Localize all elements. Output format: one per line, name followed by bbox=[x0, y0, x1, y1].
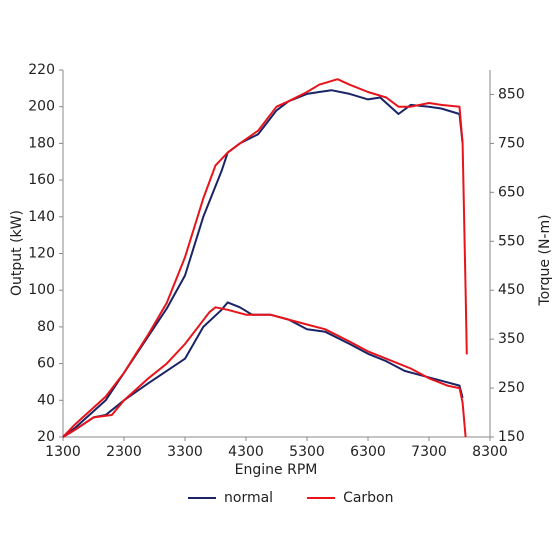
y-tick-label: 200 bbox=[28, 99, 55, 115]
x-tick-label: 3300 bbox=[167, 444, 203, 460]
series-line bbox=[62, 306, 467, 438]
y2-tick-label: 550 bbox=[498, 233, 525, 249]
y2-tick-label: 150 bbox=[498, 429, 525, 445]
series-line bbox=[62, 78, 468, 438]
y2-tick-label: 850 bbox=[498, 86, 525, 102]
x-tick-label: 4300 bbox=[228, 444, 264, 460]
y-tick-label: 40 bbox=[37, 392, 55, 408]
x-tick-label: 7300 bbox=[411, 444, 447, 460]
y-axis-label: Output (kW) bbox=[9, 210, 25, 296]
series-line bbox=[62, 301, 464, 438]
legend-label: normal bbox=[224, 490, 273, 506]
y-tick-label: 220 bbox=[28, 62, 55, 78]
y2-axis-label: Torque (N-m) bbox=[537, 214, 553, 306]
y2-tick-label: 750 bbox=[498, 135, 525, 151]
y-tick-label: 140 bbox=[28, 209, 55, 225]
y2-tick-label: 250 bbox=[498, 380, 525, 396]
y-tick-label: 20 bbox=[37, 429, 55, 445]
x-tick-label: 8300 bbox=[472, 444, 508, 460]
y-tick-label: 160 bbox=[28, 172, 55, 188]
x-tick-label: 5300 bbox=[289, 444, 325, 460]
y-tick-label: 80 bbox=[37, 319, 55, 335]
x-tick-label: 1300 bbox=[45, 444, 81, 460]
x-axis-label: Engine RPM bbox=[235, 462, 318, 478]
legend-label: Carbon bbox=[343, 490, 393, 506]
y2-tick-label: 350 bbox=[498, 331, 525, 347]
y-tick-label: 120 bbox=[28, 246, 55, 262]
series-line bbox=[62, 89, 464, 438]
y2-tick-label: 650 bbox=[498, 184, 525, 200]
y-tick-label: 100 bbox=[28, 282, 55, 298]
y2-tick-label: 450 bbox=[498, 282, 525, 298]
x-tick-label: 6300 bbox=[350, 444, 386, 460]
x-tick-label: 2300 bbox=[106, 444, 142, 460]
y-tick-label: 180 bbox=[28, 135, 55, 151]
y-tick-label: 60 bbox=[37, 356, 55, 372]
